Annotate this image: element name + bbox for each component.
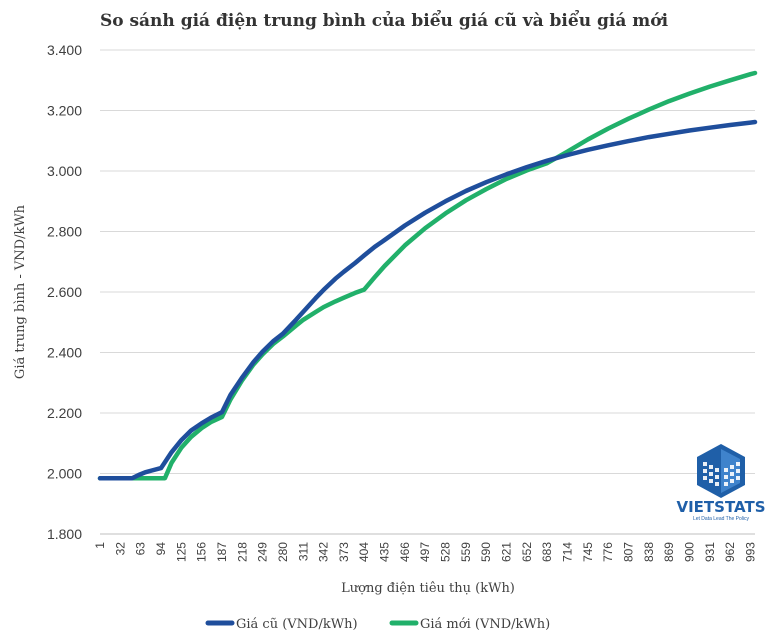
y-tick-label: 1.800: [47, 526, 82, 542]
x-tick-label: 404: [357, 542, 371, 562]
x-tick-label: 187: [215, 542, 229, 562]
y-tick-label: 2.200: [47, 405, 82, 421]
x-tick-label: 559: [459, 542, 473, 562]
series-line-0: [97, 119, 758, 481]
x-tick-label: 435: [378, 542, 392, 562]
x-tick-label: 745: [581, 542, 595, 562]
x-tick-label: 466: [398, 542, 412, 562]
x-tick-label: 993: [743, 542, 757, 562]
cube-icon: [697, 444, 745, 498]
x-tick-label: 280: [276, 542, 290, 562]
x-tick-label: 962: [723, 542, 737, 562]
x-axis-label: Lượng điện tiêu thụ (kWh): [341, 581, 515, 596]
y-tick-label: 2.400: [47, 345, 82, 361]
x-tick-label: 125: [174, 542, 188, 562]
x-tick-label: 683: [540, 542, 554, 562]
chart-title: So sánh giá điện trung bình của biểu giá…: [100, 9, 669, 31]
x-tick-label: 807: [621, 542, 635, 562]
x-tick-label: 342: [317, 542, 331, 562]
x-tick-label: 63: [134, 542, 148, 556]
brand-tagline: Let Data Lead The Policy: [693, 516, 750, 522]
x-tick-label: 590: [479, 542, 493, 562]
x-tick-label: 1: [93, 542, 107, 549]
y-tick-label: 2.000: [47, 466, 82, 482]
x-tick-label: 931: [703, 542, 717, 562]
x-tick-label: 373: [337, 542, 351, 562]
x-tick-label: 528: [439, 542, 453, 562]
y-tick-label: 2.600: [47, 284, 82, 300]
series-line-1: [97, 70, 758, 481]
x-tick-label: 776: [601, 542, 615, 562]
y-axis-label: Giá trung bình - VND/kWh: [13, 204, 28, 379]
x-tick-label: 249: [256, 542, 270, 562]
legend-label-new: Giá mới (VND/kWh): [420, 617, 550, 632]
brand-name: VIETSTATS: [676, 498, 765, 516]
x-tick-label: 621: [500, 542, 514, 562]
x-tick-label: 714: [560, 542, 574, 562]
x-tick-label: 838: [642, 542, 656, 562]
x-tick-label: 94: [154, 542, 168, 556]
series-lines: [97, 70, 758, 481]
legend-label-old: Giá cũ (VND/kWh): [236, 617, 358, 632]
x-tick-label: 32: [113, 542, 127, 556]
x-tick-label: 497: [418, 542, 432, 562]
y-tick-label: 2.800: [47, 224, 82, 240]
x-axis: 1 32 63 94 125 156 187 218 249 280 311 342 373 404 435…: [93, 533, 757, 562]
y-tick-label: 3.000: [47, 163, 82, 179]
y-axis: 1.800 2.000 2.200 2.400 2.600 2.800 3.000 3.200…: [47, 42, 82, 542]
x-tick-label: 652: [520, 542, 534, 562]
y-tick-label: 3.400: [47, 42, 82, 58]
x-tick-label: 900: [682, 542, 696, 562]
x-tick-label: 869: [662, 542, 676, 562]
y-tick-label: 3.200: [47, 103, 82, 119]
x-tick-label: 218: [235, 542, 249, 562]
x-tick-label: 156: [195, 542, 209, 562]
x-tick-label: 311: [296, 542, 310, 561]
gridlines: [100, 49, 755, 535]
legend: Giá cũ (VND/kWh) Giá mới (VND/kWh): [205, 617, 550, 632]
vietstats-logo: VIETSTATS Let Data Lead The Policy: [676, 444, 766, 522]
